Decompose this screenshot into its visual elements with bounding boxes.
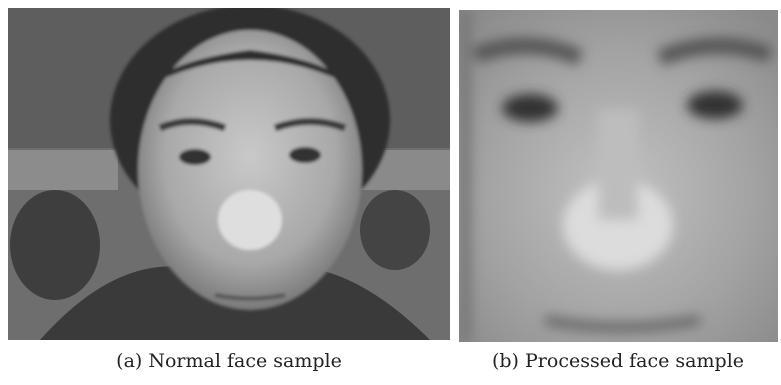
coat-left [10, 190, 100, 300]
figure: (a) Normal face sample (b) Processed fac… [0, 0, 781, 385]
caption: (b) Processed face sample [492, 350, 744, 372]
page: (a) Normal face sample (b) Processed fac… [0, 0, 781, 385]
coat-right [360, 190, 430, 270]
shelf-left [8, 150, 118, 190]
caption: (a) Normal face sample [116, 350, 342, 372]
photo-normal [8, 5, 450, 340]
photo-processed [459, 10, 778, 342]
